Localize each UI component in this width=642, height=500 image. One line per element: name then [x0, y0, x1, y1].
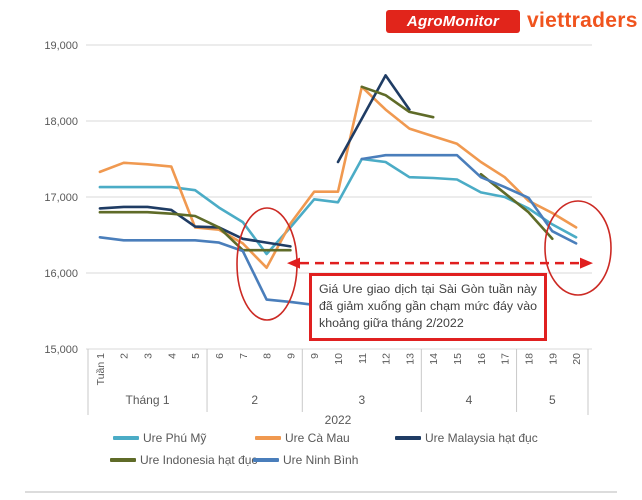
x-tick-label: 16 — [476, 353, 488, 365]
y-tick-label: 16,000 — [44, 268, 78, 280]
x-tick-label: 4 — [166, 353, 178, 359]
month-label: Tháng 1 — [126, 393, 170, 407]
series-line-ure-cà-mau — [98, 85, 578, 269]
legend-item-ure-indonesia-hạt-đục: Ure Indonesia hạt đục — [110, 453, 257, 467]
bottom-divider — [25, 491, 617, 493]
legend-label: Ure Indonesia hạt đục — [140, 453, 258, 467]
y-tick-label: 15,000 — [44, 344, 78, 356]
x-tick-label: 9 — [309, 353, 321, 359]
highlight-ellipse-week19-20 — [544, 200, 612, 296]
legend-label: Ure Ninh Bình — [283, 453, 359, 467]
month-label: 5 — [549, 393, 556, 407]
x-tick-label: 11 — [357, 353, 369, 364]
annotation-callout: Giá Ure giao dịch tại Sài Gòn tuần này đ… — [309, 273, 547, 341]
y-tick-label: 19,000 — [44, 40, 78, 52]
x-tick-label: 19 — [547, 353, 559, 365]
month-label: 2 — [251, 393, 258, 407]
highlight-ellipse-week8-9 — [236, 207, 298, 321]
legend-label: Ure Malaysia hạt đục — [425, 431, 538, 445]
year-label: 2022 — [325, 413, 352, 427]
month-label: 4 — [466, 393, 473, 407]
viettraders-logo: viettraders — [527, 9, 638, 32]
legend-swatch — [113, 436, 139, 440]
agromonitor-logo: AgroMonitor — [386, 10, 520, 33]
x-tick-label: 15 — [452, 353, 464, 365]
legend-swatch — [395, 436, 421, 440]
x-tick-label: 5 — [190, 353, 202, 359]
series-line-ure-malaysia-hạt-đục — [98, 74, 411, 248]
x-tick-label: 18 — [523, 353, 535, 365]
legend-label: Ure Phú Mỹ — [143, 431, 207, 445]
x-tick-label: 7 — [238, 353, 250, 359]
legend-label: Ure Cà Mau — [285, 431, 350, 445]
x-tick-label: 10 — [333, 353, 345, 365]
legend-swatch — [253, 458, 279, 462]
legend-item-ure-ninh-bình: Ure Ninh Bình — [253, 453, 358, 467]
x-tick-label: 12 — [381, 353, 393, 365]
y-tick-label: 17,000 — [44, 192, 78, 204]
x-tick-label: 3 — [143, 353, 155, 359]
legend-swatch — [110, 458, 136, 462]
legend-item-ure-phú-mỹ: Ure Phú Mỹ — [113, 431, 206, 445]
legend-item-ure-malaysia-hạt-đục: Ure Malaysia hạt đục — [395, 431, 538, 445]
month-label: 3 — [358, 393, 365, 407]
x-tick-label: 2 — [119, 353, 131, 359]
dashed-arrow-left-head — [287, 257, 300, 269]
dashed-arrow-right-head — [580, 257, 593, 269]
x-tick-label: 20 — [571, 353, 583, 365]
price-line-chart: 15,000 16,000 17,000 18,000 19,000 Tuần 1 2 3 4 5… — [44, 40, 612, 427]
y-tick-label: 18,000 — [44, 116, 78, 128]
series-line-ure-indonesia-hạt-đục — [98, 85, 554, 252]
legend-swatch — [255, 436, 281, 440]
x-tick-label: 17 — [500, 353, 512, 365]
x-tick-label: 9 — [285, 353, 297, 359]
x-tick-label: 6 — [214, 353, 226, 359]
legend-item-ure-cà-mau: Ure Cà Mau — [255, 431, 350, 445]
x-tick-label: 8 — [262, 353, 274, 359]
x-tick-label: Tuần 1 — [95, 353, 107, 385]
series-line-ure-ninh-bình — [98, 153, 578, 307]
x-tick-label: 14 — [428, 353, 440, 365]
x-tick-label: 13 — [404, 353, 416, 365]
